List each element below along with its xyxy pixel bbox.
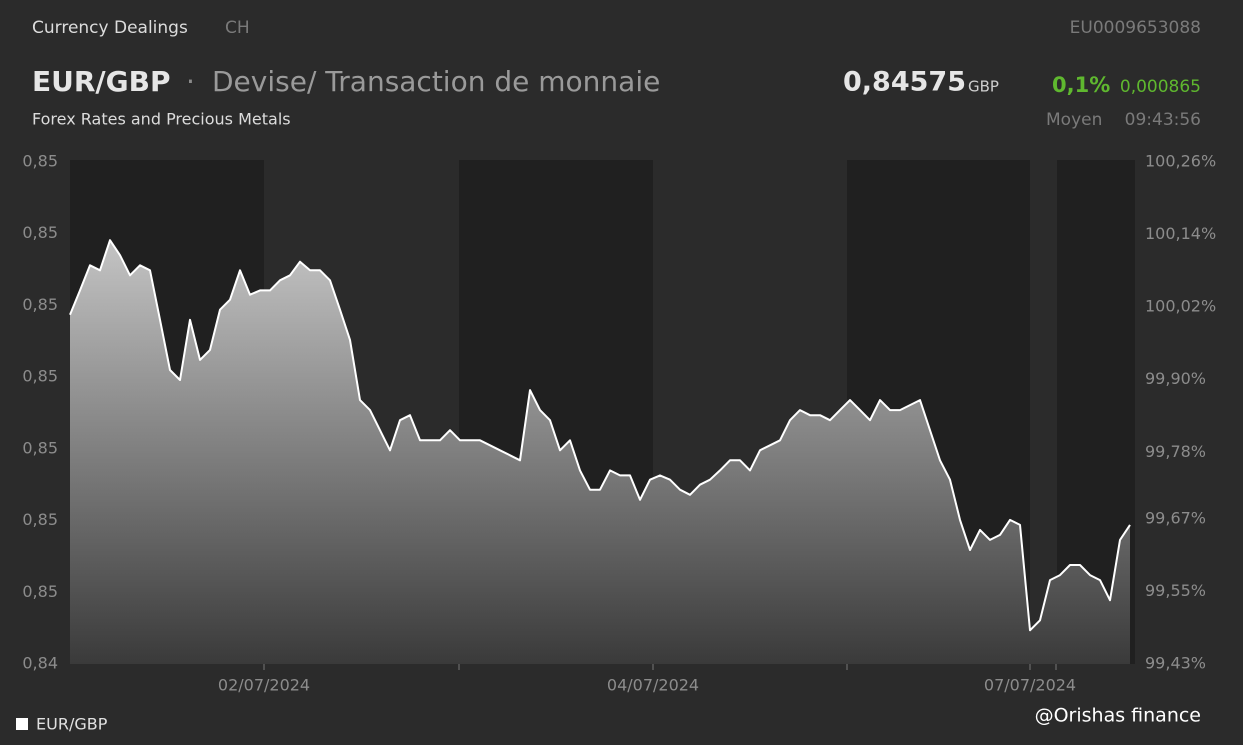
line [69, 239, 1131, 632]
source: Currency Dealings [32, 18, 188, 38]
minor-ticks [458, 664, 1057, 670]
y-tick-label: 0,85 [22, 223, 58, 242]
isin: EU0009653088 [1070, 18, 1201, 38]
change: 0,000865 [1120, 77, 1201, 97]
y-tick-label: 0,85 [22, 438, 58, 457]
y-tick-label: 0,85 [22, 510, 58, 529]
y2-tick-label: 99,78% [1145, 442, 1206, 461]
x-tick-label: 04/07/2024 [607, 676, 699, 695]
y-tick-label: 0,85 [22, 295, 58, 314]
y-tick-label: 0,84 [22, 654, 58, 673]
pair: EUR/GBP [32, 65, 171, 98]
legend-label: EUR/GBP [36, 715, 108, 734]
y2-tick-label: 100,02% [1145, 297, 1216, 316]
watermark: @Orishas finance [1035, 705, 1201, 727]
area [70, 240, 1130, 664]
price-type: Moyen [1046, 110, 1102, 130]
y-tick-label: 0,85 [22, 152, 58, 171]
currency: GBP [968, 78, 999, 96]
description: Devise/ Transaction de monnaie [212, 65, 660, 98]
legend-swatch [16, 718, 28, 730]
y2-tick-label: 100,14% [1145, 224, 1216, 243]
y2-tick-label: 99,67% [1145, 508, 1206, 527]
y2-tick-label: 100,26% [1145, 152, 1216, 171]
price: 0,84575 [843, 67, 966, 98]
time: 09:43:56 [1125, 110, 1201, 130]
subtitle: Forex Rates and Precious Metals [32, 110, 291, 129]
y2-tick-label: 99,43% [1145, 654, 1206, 673]
y-tick-label: 0,85 [22, 367, 58, 386]
x-tick-label: 02/07/2024 [218, 676, 310, 695]
change-pct: 0,1% [1052, 73, 1110, 97]
y-tick-label: 0,85 [22, 582, 58, 601]
country: CH [225, 18, 250, 38]
separator: · [186, 65, 195, 98]
y2-tick-label: 99,90% [1145, 369, 1206, 388]
x-tick-label: 07/07/2024 [984, 676, 1076, 695]
y2-tick-label: 99,55% [1145, 581, 1206, 600]
